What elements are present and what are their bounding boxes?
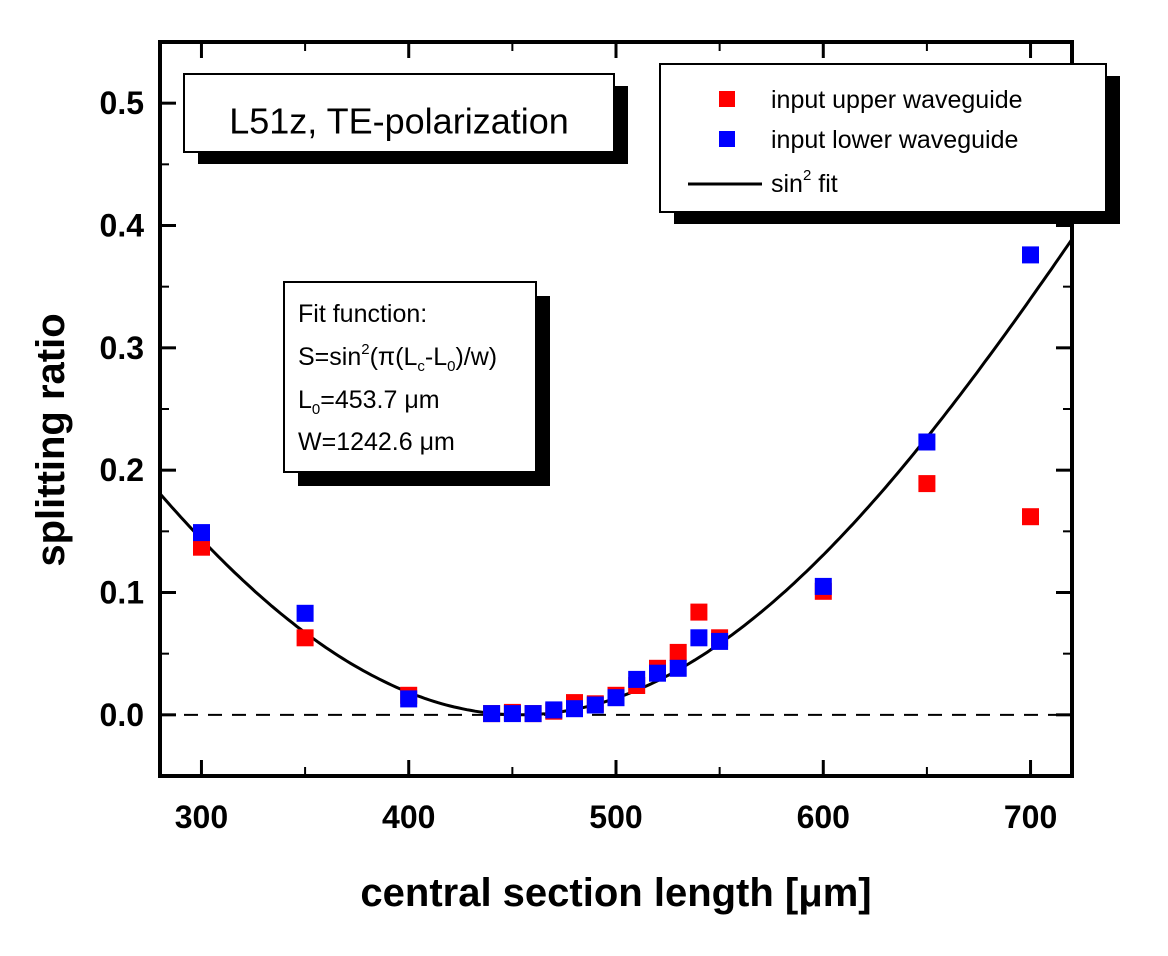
- point-lower-waveguide: [711, 632, 729, 650]
- legend-marker-upper: [719, 91, 735, 107]
- x-axis-title: central section length [μm]: [360, 871, 871, 915]
- point-upper-waveguide: [669, 643, 687, 661]
- y-axis-title: splitting ratio: [29, 313, 73, 566]
- x-tick-label: 700: [1004, 799, 1057, 835]
- data-markers: [193, 246, 1039, 723]
- y-tick-label: 0.1: [100, 575, 144, 611]
- fit-box-line-4: W=1242.6 μm: [298, 428, 455, 456]
- y-tick-labels: 0.0 0.1 0.2 0.3 0.4 0.5: [100, 85, 145, 733]
- point-lower-waveguide: [483, 705, 501, 723]
- legend-label-fit: sin2 fit: [771, 167, 838, 198]
- point-lower-waveguide: [607, 689, 625, 707]
- x-tick-label: 600: [797, 799, 850, 835]
- x-tick-label: 500: [589, 799, 642, 835]
- y-tick-label: 0.4: [100, 208, 145, 244]
- y-tick-label: 0.5: [100, 85, 144, 121]
- point-lower-waveguide: [1022, 246, 1039, 264]
- legend-label-lower: input lower waveguide: [771, 126, 1018, 154]
- chart-title: L51z, TE-polarization: [229, 101, 569, 142]
- fit-box-line-3: L0=453.7 μm: [298, 386, 440, 418]
- point-upper-waveguide: [690, 603, 708, 621]
- point-lower-waveguide: [524, 705, 542, 723]
- point-upper-waveguide: [193, 538, 210, 556]
- point-lower-waveguide: [400, 690, 418, 708]
- point-lower-waveguide: [918, 433, 936, 451]
- x-tick-labels: 300 400 500 600 700: [175, 799, 1057, 835]
- point-upper-waveguide: [296, 629, 314, 647]
- point-lower-waveguide: [503, 705, 521, 723]
- point-lower-waveguide: [814, 577, 832, 595]
- legend-label-upper: input upper waveguide: [771, 86, 1023, 114]
- x-tick-label: 300: [175, 799, 228, 835]
- title-box: L51z, TE-polarization: [183, 73, 628, 164]
- point-lower-waveguide: [586, 696, 604, 714]
- point-lower-waveguide: [628, 670, 646, 688]
- y-tick-label: 0.3: [100, 330, 144, 366]
- legend: input upper waveguide input lower wavegu…: [659, 63, 1120, 224]
- fit-box-line-1: Fit function:: [298, 300, 427, 328]
- fit-box-line-2: S=sin2(π(Lc-L0)/w): [298, 341, 497, 375]
- point-upper-waveguide: [918, 475, 936, 493]
- y-tick-label: 0.0: [100, 697, 144, 733]
- point-lower-waveguide: [649, 664, 666, 682]
- point-lower-waveguide: [296, 604, 314, 622]
- fit-function-box: Fit function: S=sin2(π(Lc-L0)/w) L0=453.…: [283, 281, 550, 486]
- point-lower-waveguide: [566, 700, 583, 718]
- point-lower-waveguide: [690, 629, 708, 647]
- point-lower-waveguide: [669, 659, 687, 677]
- point-lower-waveguide: [193, 524, 210, 542]
- point-lower-waveguide: [545, 701, 563, 719]
- legend-marker-lower: [719, 131, 735, 147]
- point-upper-waveguide: [1022, 508, 1039, 526]
- x-tick-label: 400: [382, 799, 435, 835]
- y-tick-label: 0.2: [100, 452, 144, 488]
